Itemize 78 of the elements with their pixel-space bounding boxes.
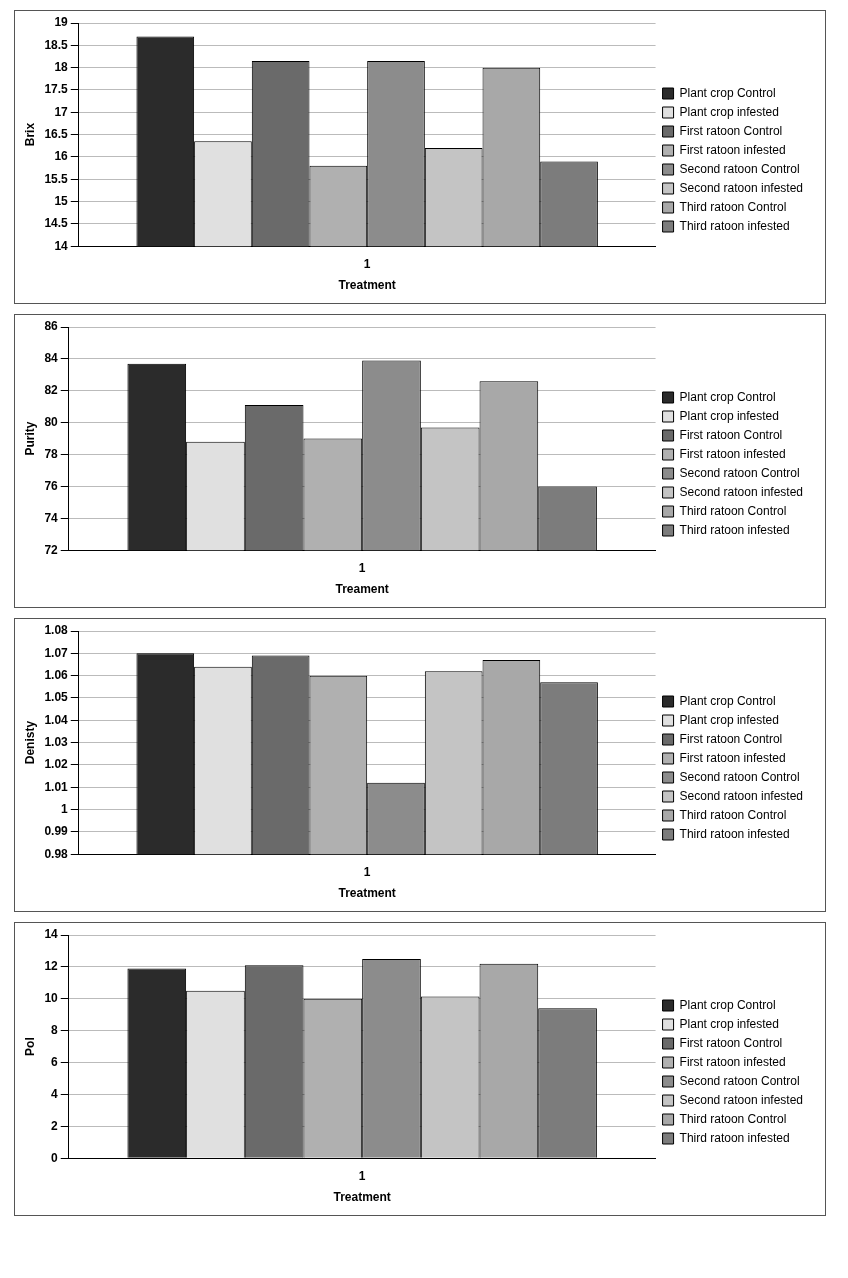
legend-label: Second ratoon Control xyxy=(679,465,800,480)
y-tick-label: 18 xyxy=(54,59,69,74)
y-tick-label: 15 xyxy=(54,193,69,208)
y-tick-label: 8 xyxy=(51,1022,59,1037)
legend-label: Second ratoon infested xyxy=(679,788,803,803)
legend-label: First ratoon infested xyxy=(679,142,786,157)
legend-label: Plant crop Control xyxy=(679,85,776,100)
legend-label: Third ratoon infested xyxy=(679,522,790,537)
y-tick-label: 17 xyxy=(54,104,69,119)
legend-label: First ratoon Control xyxy=(679,731,783,746)
y-tick-label: 1.07 xyxy=(44,645,69,660)
y-tick-label: 18.5 xyxy=(44,37,69,52)
y-tick-label: 6 xyxy=(51,1054,59,1069)
x-axis-title: Treatment xyxy=(338,278,396,293)
legend-label: Third ratoon Control xyxy=(679,1111,787,1126)
y-tick-label: 1.04 xyxy=(44,712,69,727)
y-tick-label: 76 xyxy=(44,478,59,493)
legend-label: Second ratoon infested xyxy=(679,1092,803,1107)
y-tick-label: 1.08 xyxy=(44,623,69,638)
x-axis-title: Treatment xyxy=(338,886,396,901)
y-tick-label: 1.05 xyxy=(44,690,69,705)
legend-label: Plant crop Control xyxy=(679,997,776,1012)
legend-label: First ratoon Control xyxy=(679,427,783,442)
y-tick-label: 1.01 xyxy=(44,779,69,794)
y-tick-label: 14 xyxy=(54,238,69,253)
legend-label: First ratoon infested xyxy=(679,446,786,461)
legend-label: Third ratoon Control xyxy=(679,807,787,822)
y-tick-label: 0 xyxy=(51,1150,59,1165)
legend-label: Second ratoon infested xyxy=(679,484,803,499)
legend-label: Plant crop infested xyxy=(679,712,779,727)
x-axis-title: Treatment xyxy=(333,1190,391,1205)
legend-label: Second ratoon Control xyxy=(679,1073,800,1088)
y-tick-label: 84 xyxy=(44,351,59,366)
legend-label: First ratoon Control xyxy=(679,1035,783,1050)
y-axis-title: Pol xyxy=(22,1037,37,1056)
legend-label: Third ratoon infested xyxy=(679,826,790,841)
legend-label: Plant crop Control xyxy=(679,693,776,708)
legend-label: First ratoon infested xyxy=(679,1054,786,1069)
y-tick-label: 1.06 xyxy=(44,667,69,682)
y-tick-label: 1.02 xyxy=(44,757,69,772)
y-axis-title: Brix xyxy=(22,122,37,147)
y-tick-label: 78 xyxy=(44,446,59,461)
legend-label: Second ratoon infested xyxy=(679,180,803,195)
y-tick-label: 72 xyxy=(44,542,59,557)
y-tick-label: 86 xyxy=(44,319,59,334)
y-tick-label: 15.5 xyxy=(44,171,69,186)
y-tick-label: 82 xyxy=(44,383,59,398)
legend-label: First ratoon Control xyxy=(679,123,783,138)
y-axis-title: Purity xyxy=(22,421,37,456)
y-axis-title: Denisty xyxy=(22,720,37,765)
legend-label: Third ratoon Control xyxy=(679,503,787,518)
y-tick-label: 14 xyxy=(44,927,59,942)
y-tick-label: 12 xyxy=(44,959,59,974)
legend-label: Plant crop infested xyxy=(679,408,779,423)
y-tick-label: 16 xyxy=(54,149,69,164)
y-tick-label: 0.98 xyxy=(44,846,69,861)
y-tick-label: 17.5 xyxy=(44,82,69,97)
x-axis-title: Treament xyxy=(335,582,389,597)
legend-label: Third ratoon Control xyxy=(679,199,787,214)
y-tick-label: 14.5 xyxy=(44,216,69,231)
legend-label: Plant crop infested xyxy=(679,104,779,119)
legend-label: Plant crop infested xyxy=(679,1016,779,1031)
y-tick-label: 16.5 xyxy=(44,126,69,141)
legend-label: First ratoon infested xyxy=(679,750,786,765)
legend-label: Third ratoon infested xyxy=(679,218,790,233)
y-tick-label: 2 xyxy=(51,1118,59,1133)
y-tick-label: 80 xyxy=(44,414,59,429)
y-tick-label: 19 xyxy=(54,15,69,30)
y-tick-label: 1 xyxy=(61,801,69,816)
y-tick-label: 4 xyxy=(51,1086,59,1101)
legend-label: Second ratoon Control xyxy=(679,161,800,176)
y-tick-label: 1.03 xyxy=(44,734,69,749)
legend-label: Second ratoon Control xyxy=(679,769,800,784)
y-tick-label: 10 xyxy=(44,991,59,1006)
legend-label: Third ratoon infested xyxy=(679,1130,790,1145)
legend-label: Plant crop Control xyxy=(679,389,776,404)
y-tick-label: 0.99 xyxy=(44,824,69,839)
y-tick-label: 74 xyxy=(44,510,59,525)
